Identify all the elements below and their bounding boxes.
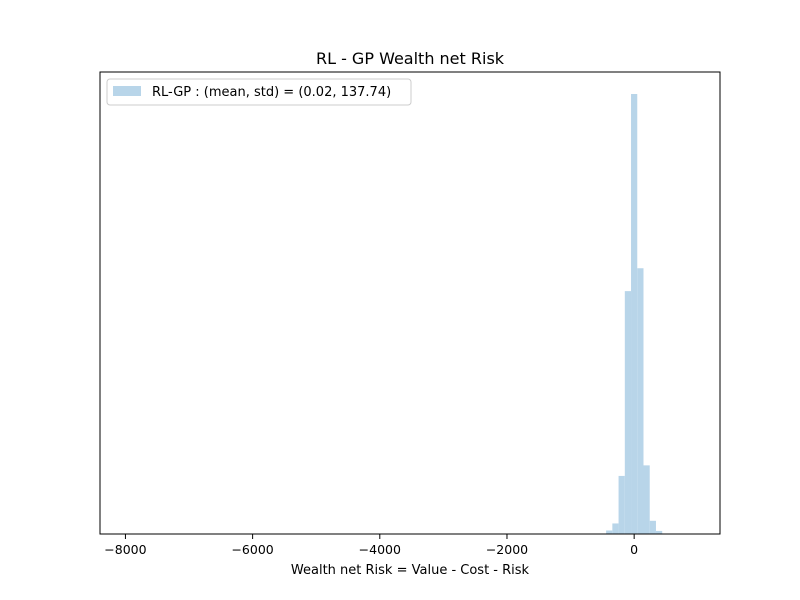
x-axis: −8000 −6000 −4000 −2000 0: [104, 534, 638, 557]
histogram-bar-1: [612, 523, 619, 534]
histogram-bar-4: [631, 94, 638, 534]
histogram-bar-5: [637, 268, 644, 534]
legend-swatch: [113, 86, 141, 96]
chart-title: RL - GP Wealth net Risk: [316, 49, 505, 68]
x-tick-label: −6000: [231, 542, 273, 557]
plot-frame: [99, 71, 721, 535]
legend-box: [106, 78, 412, 106]
histogram-bar-2: [618, 475, 625, 534]
histogram-bar-3: [624, 291, 632, 534]
legend-label: RL-GP : (mean, std) = (0.02, 137.74): [152, 85, 391, 100]
histogram-bars: [606, 94, 663, 534]
x-tick-label: −4000: [359, 542, 401, 557]
histogram-bar-6: [643, 465, 650, 534]
plot-area: [99, 71, 721, 535]
histogram-bar-7: [649, 520, 656, 534]
legend: RL-GP : (mean, std) = (0.02, 137.74): [106, 78, 412, 106]
x-axis-label: Wealth net Risk = Value - Cost - Risk: [291, 563, 530, 578]
x-tick-label: −8000: [104, 542, 146, 557]
x-tick-label: 0: [630, 542, 638, 557]
histogram-bar-0: [606, 530, 613, 534]
x-tick-label: −2000: [486, 542, 528, 557]
histogram-bar-8: [655, 530, 663, 534]
plot-background: [100, 72, 720, 534]
